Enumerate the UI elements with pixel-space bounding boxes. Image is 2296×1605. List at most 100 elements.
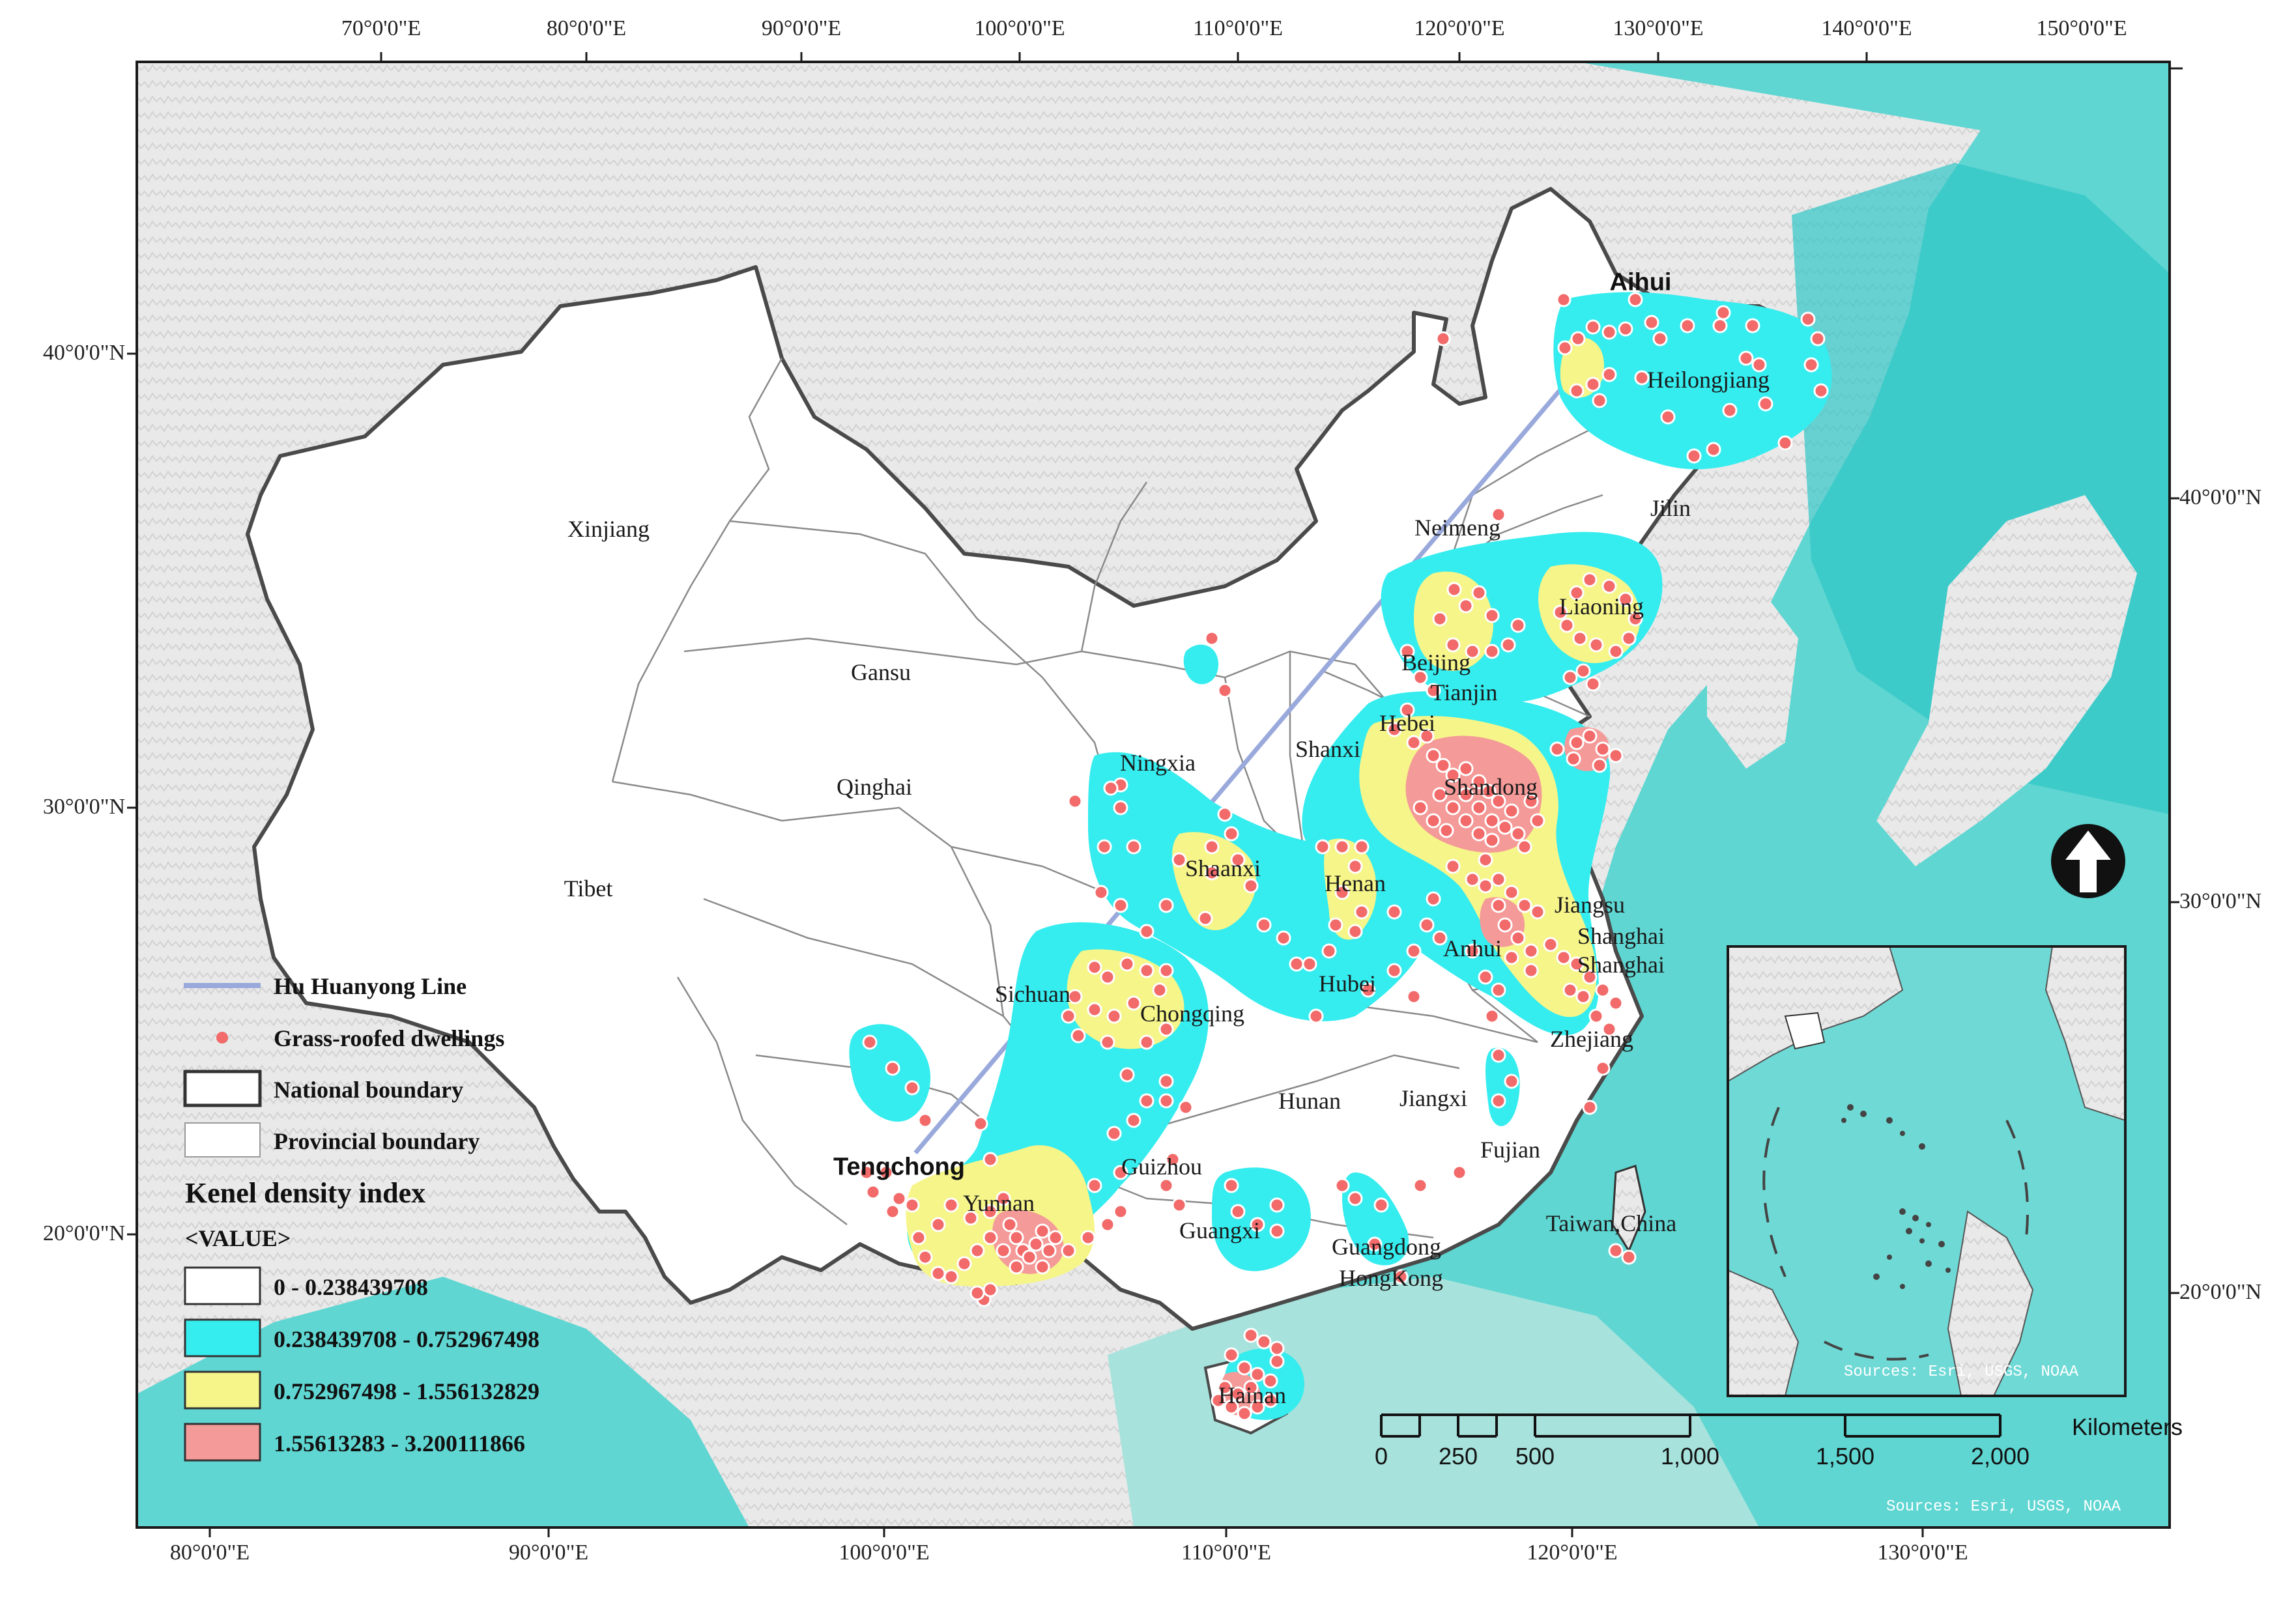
dwelling-point bbox=[1588, 637, 1604, 653]
dwelling-point bbox=[1562, 670, 1578, 685]
dwelling-point bbox=[1302, 956, 1317, 972]
dwelling-point bbox=[1002, 1217, 1018, 1232]
dwelling-point bbox=[1628, 292, 1643, 307]
dwelling-point bbox=[996, 1243, 1011, 1258]
tick-label: 110°0'0"E bbox=[1192, 16, 1284, 40]
label-zhejiang: Zhejiang bbox=[1550, 1026, 1633, 1052]
dwelling-point bbox=[1041, 1243, 1057, 1258]
dwelling-point bbox=[862, 1034, 878, 1050]
dwelling-point bbox=[1230, 852, 1246, 868]
label-hainan: Hainan bbox=[1218, 1382, 1286, 1408]
dwelling-point bbox=[1158, 963, 1174, 978]
tick-label: 90°0'0"E bbox=[761, 16, 842, 40]
dwelling-point bbox=[1601, 578, 1617, 594]
dwelling-point bbox=[1354, 904, 1370, 920]
dwelling-point bbox=[1510, 930, 1526, 946]
dwelling-point bbox=[956, 1256, 972, 1271]
label-henan: Henan bbox=[1325, 870, 1386, 896]
dwelling-point bbox=[1224, 1347, 1239, 1363]
dwelling-point bbox=[1510, 618, 1526, 633]
dwelling-point bbox=[1478, 878, 1493, 894]
dwelling-point bbox=[1139, 1034, 1155, 1050]
dwelling-point bbox=[1087, 959, 1102, 975]
dwelling-point bbox=[1413, 800, 1428, 816]
dwelling-point bbox=[1354, 839, 1370, 855]
dwelling-point bbox=[1158, 1073, 1174, 1089]
dwelling-point bbox=[1452, 1165, 1467, 1180]
dwelling-point bbox=[1523, 943, 1539, 959]
dwelling-point bbox=[1595, 982, 1611, 998]
dwelling-point bbox=[983, 1152, 998, 1167]
dwelling-point bbox=[1504, 950, 1519, 965]
tick-label: 100°0'0"E bbox=[974, 16, 1065, 40]
dwelling-point bbox=[1471, 774, 1487, 789]
dwelling-point bbox=[1080, 1230, 1096, 1245]
dwelling-point bbox=[1237, 1406, 1252, 1421]
legend-class-2: 0.238439708 - 0.752967498 bbox=[274, 1326, 539, 1352]
tick-label: 90°0'0"E bbox=[508, 1541, 589, 1565]
dwelling-point bbox=[1152, 982, 1168, 998]
label-fujian: Fujian bbox=[1480, 1137, 1541, 1163]
dwelling-point bbox=[1559, 618, 1575, 633]
label-shandong: Shandong bbox=[1444, 774, 1538, 800]
dwelling-point bbox=[1601, 367, 1617, 382]
dwelling-point bbox=[1572, 631, 1588, 646]
dwelling-point bbox=[1070, 1028, 1086, 1044]
dwelling-point bbox=[1465, 644, 1480, 659]
dwelling-point bbox=[1628, 611, 1643, 627]
label-jiangxi: Jiangxi bbox=[1399, 1085, 1467, 1111]
dwelling-point bbox=[1458, 813, 1474, 829]
label-heilongjiang: Heilongjiang bbox=[1647, 367, 1770, 393]
dwelling-point bbox=[1106, 1126, 1122, 1141]
dwelling-point bbox=[1347, 924, 1363, 939]
dwelling-point bbox=[1491, 1047, 1506, 1063]
scale-label: 0 bbox=[1374, 1443, 1388, 1470]
dwelling-point bbox=[1028, 1236, 1044, 1252]
tick-label: 80°0'0"E bbox=[169, 1541, 250, 1565]
dwelling-point bbox=[1484, 608, 1500, 623]
dwelling-point bbox=[1204, 839, 1220, 855]
dwelling-point bbox=[973, 1116, 988, 1131]
dwelling-point bbox=[1406, 989, 1422, 1004]
dwelling-point bbox=[996, 1191, 1011, 1206]
dwelling-point bbox=[1582, 969, 1598, 985]
dwelling-point bbox=[1178, 1100, 1194, 1115]
dwelling-point bbox=[1458, 761, 1474, 776]
dwelling-point bbox=[1523, 963, 1539, 978]
label-guizhou: Guizhou bbox=[1121, 1154, 1202, 1180]
dwelling-point bbox=[1217, 1380, 1233, 1395]
dwelling-point bbox=[1419, 917, 1435, 933]
label-shanxi: Shanxi bbox=[1295, 736, 1361, 762]
label-shanghai-1: Shanghai bbox=[1577, 923, 1665, 949]
dwelling-point bbox=[1618, 321, 1633, 337]
dwelling-point bbox=[1621, 631, 1637, 646]
dwelling-point bbox=[1585, 319, 1601, 335]
label-hebei: Hebei bbox=[1379, 710, 1435, 736]
dwelling-point bbox=[930, 1217, 946, 1232]
dwelling-point bbox=[1715, 305, 1731, 320]
dwelling-point bbox=[1712, 318, 1728, 334]
dwelling-point bbox=[1458, 787, 1474, 802]
dwelling-point bbox=[1601, 1021, 1617, 1037]
tick-label: 130°0'0"E bbox=[1613, 16, 1704, 40]
dwelling-point bbox=[1585, 376, 1601, 392]
legend-density-title: Kenel density index bbox=[185, 1177, 426, 1209]
dwelling-point bbox=[1621, 1249, 1637, 1265]
dwelling-point bbox=[1386, 904, 1402, 920]
dwelling-point bbox=[1237, 1360, 1252, 1376]
dwelling-point bbox=[1048, 1230, 1063, 1245]
label-hongkong: HongKong bbox=[1339, 1265, 1443, 1291]
dwelling-point bbox=[911, 1230, 926, 1245]
label-hubei: Hubei bbox=[1319, 971, 1376, 997]
dwelling-point bbox=[1009, 1230, 1024, 1245]
tick-label: 30°0'0"N bbox=[42, 795, 125, 819]
dwelling-point bbox=[885, 1204, 900, 1219]
dwelling-point bbox=[1067, 989, 1083, 1004]
dwelling-point bbox=[1435, 758, 1451, 773]
dwelling-point bbox=[1009, 1259, 1024, 1275]
dwelling-point bbox=[1680, 318, 1695, 334]
dwelling-point bbox=[1113, 1165, 1128, 1180]
dwelling-point bbox=[1803, 357, 1819, 373]
dwelling-point bbox=[1706, 442, 1721, 457]
scale-label: 500 bbox=[1515, 1443, 1555, 1470]
